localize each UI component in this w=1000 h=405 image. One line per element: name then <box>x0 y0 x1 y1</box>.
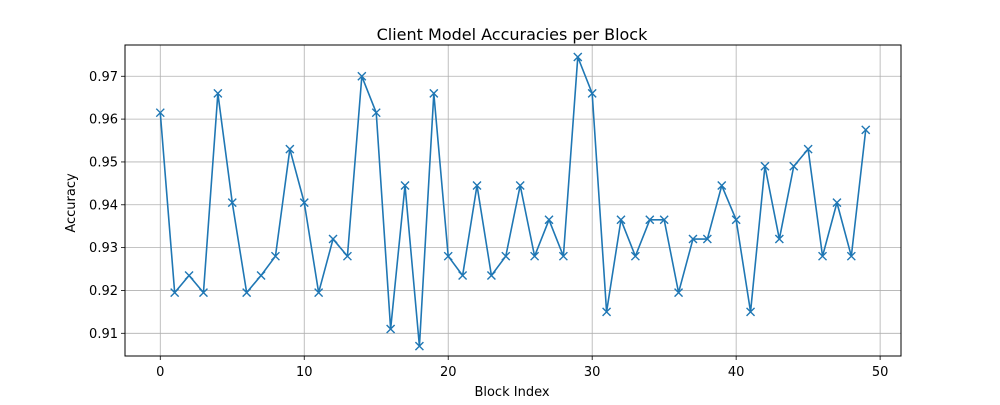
y-tick-label: 0.97 <box>89 70 118 85</box>
y-tick-label: 0.94 <box>89 198 118 213</box>
data-point-marker <box>342 251 352 261</box>
chart-title: Client Model Accuracies per Block <box>377 25 648 44</box>
data-point-marker <box>630 251 640 261</box>
data-point-marker <box>587 88 597 98</box>
data-point-marker <box>299 198 309 208</box>
data-point-marker <box>861 125 871 135</box>
plot-area-frame <box>124 44 902 357</box>
data-point-marker <box>789 161 799 171</box>
data-point-marker <box>602 307 612 317</box>
x-tick-label: 20 <box>440 365 457 380</box>
data-point-marker <box>328 234 338 244</box>
series-layer <box>155 52 871 351</box>
data-point-marker <box>242 288 252 298</box>
data-point-marker <box>213 88 223 98</box>
x-tick-label: 50 <box>872 365 889 380</box>
data-point-marker <box>746 307 756 317</box>
data-point-marker <box>515 181 525 191</box>
data-point-marker <box>400 181 410 191</box>
data-point-marker <box>386 324 396 334</box>
data-point-marker <box>760 161 770 171</box>
data-point-marker <box>227 198 237 208</box>
data-point-marker <box>803 144 813 154</box>
y-tick-label: 0.96 <box>89 113 118 128</box>
y-tick-label: 0.91 <box>89 327 118 342</box>
data-point-marker <box>458 270 468 280</box>
data-point-marker <box>674 288 684 298</box>
data-point-marker <box>688 234 698 244</box>
grid-lines <box>125 45 901 356</box>
data-point-marker <box>702 234 712 244</box>
data-point-marker <box>155 108 165 118</box>
data-point-marker <box>558 251 568 261</box>
y-axis-label: Accuracy <box>64 173 79 233</box>
x-tick-label: 0 <box>156 365 164 380</box>
data-point-marker <box>184 270 194 280</box>
data-point-marker <box>818 251 828 261</box>
data-point-marker <box>270 251 280 261</box>
axis-ticks: 0 10 20 30 40 50 0.91 0.92 0.93 0.94 0.95 0.96 0.97 <box>89 70 888 380</box>
data-point-marker <box>573 52 583 62</box>
data-point-marker <box>717 181 727 191</box>
x-tick-label: 40 <box>728 365 745 380</box>
data-point-marker <box>429 88 439 98</box>
data-point-marker <box>659 215 669 225</box>
data-point-marker <box>486 270 496 280</box>
data-point-marker <box>774 234 784 244</box>
data-point-marker <box>371 108 381 118</box>
data-point-marker <box>544 215 554 225</box>
data-point-marker <box>170 288 180 298</box>
x-tick-label: 30 <box>584 365 601 380</box>
data-point-marker <box>414 341 424 351</box>
x-tick-label: 10 <box>296 365 313 380</box>
data-point-marker <box>285 144 295 154</box>
data-point-marker <box>616 215 626 225</box>
data-point-marker <box>501 251 511 261</box>
data-point-marker <box>645 215 655 225</box>
data-point-marker <box>731 215 741 225</box>
y-tick-label: 0.95 <box>89 155 118 170</box>
y-tick-label: 0.93 <box>89 241 118 256</box>
data-point-marker <box>198 288 208 298</box>
data-point-marker <box>443 251 453 261</box>
data-point-marker <box>846 251 856 261</box>
y-tick-label: 0.92 <box>89 284 118 299</box>
data-point-marker <box>314 288 324 298</box>
series-line <box>159 56 867 347</box>
data-point-marker <box>256 270 266 280</box>
x-axis-label: Block Index <box>474 385 549 400</box>
data-point-marker <box>832 198 842 208</box>
data-point-marker <box>530 251 540 261</box>
data-point-marker <box>357 71 367 81</box>
data-point-marker <box>472 181 482 191</box>
